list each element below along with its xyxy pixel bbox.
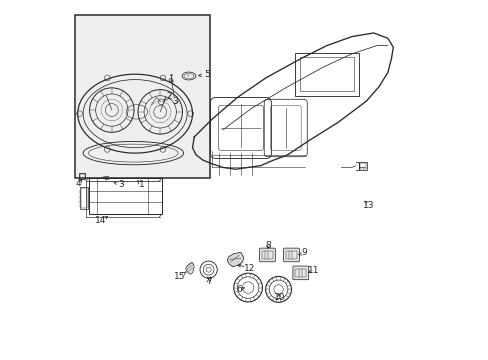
- Text: 7: 7: [205, 276, 211, 285]
- Bar: [81, 188, 87, 208]
- Text: 8: 8: [264, 241, 270, 250]
- Bar: [262, 251, 272, 259]
- Text: 3: 3: [172, 97, 178, 106]
- Bar: [75, 15, 209, 178]
- Bar: [300, 57, 353, 91]
- Text: 11: 11: [307, 266, 319, 275]
- Text: 12: 12: [244, 264, 255, 273]
- Bar: [79, 173, 85, 179]
- Text: 5: 5: [203, 71, 209, 80]
- Bar: [285, 251, 296, 259]
- Text: 1: 1: [139, 180, 145, 189]
- Bar: [295, 269, 305, 277]
- FancyBboxPatch shape: [283, 248, 299, 262]
- Text: 6: 6: [236, 285, 242, 294]
- Bar: [80, 187, 88, 209]
- Text: 2: 2: [166, 92, 172, 101]
- FancyBboxPatch shape: [292, 266, 308, 280]
- Polygon shape: [227, 252, 244, 267]
- Text: 10: 10: [273, 293, 285, 302]
- FancyBboxPatch shape: [259, 248, 275, 262]
- Bar: [88, 178, 162, 214]
- Text: 13: 13: [362, 201, 373, 210]
- Bar: [80, 174, 84, 179]
- Text: 3: 3: [118, 180, 123, 189]
- Text: 4: 4: [76, 179, 81, 188]
- Text: 15: 15: [174, 271, 185, 280]
- Bar: [359, 162, 366, 170]
- Bar: [294, 53, 359, 96]
- Text: 9: 9: [301, 248, 307, 257]
- Bar: [360, 163, 366, 169]
- Text: 14: 14: [95, 216, 106, 225]
- Polygon shape: [185, 262, 194, 274]
